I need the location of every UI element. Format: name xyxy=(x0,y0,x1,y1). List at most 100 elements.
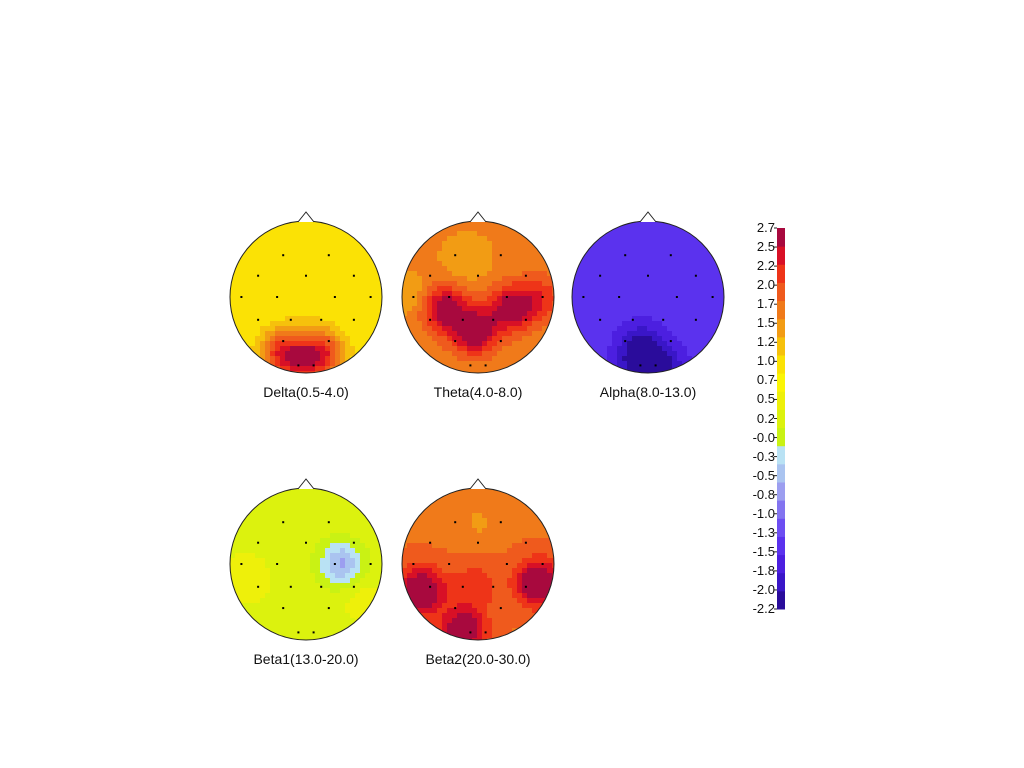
colorbar-tick-label: -1.8 xyxy=(752,562,775,578)
electrode-dot xyxy=(524,585,527,588)
colorbar-tick-label: 2.2 xyxy=(756,258,775,274)
colorbar-tick-label: -2.0 xyxy=(752,581,775,597)
nose-marker xyxy=(639,211,657,223)
electrode-dot xyxy=(240,296,243,298)
electrode-dot xyxy=(282,254,285,257)
topomap-3 xyxy=(229,478,383,641)
colorbar-segment xyxy=(777,282,785,302)
electrode-dot xyxy=(484,631,487,634)
electrode-dot xyxy=(429,318,432,321)
electrode-dot xyxy=(639,364,642,367)
electrode-dot xyxy=(257,274,260,277)
nose-marker xyxy=(297,211,315,223)
colorbar-segment xyxy=(777,518,785,537)
nose-marker xyxy=(469,211,487,223)
colorbar-tick-label: 1.0 xyxy=(756,353,775,369)
electrode-dot xyxy=(429,274,432,277)
electrode-dot xyxy=(647,274,649,277)
electrode-dot xyxy=(282,607,285,610)
electrode-dot xyxy=(477,541,479,544)
topomap-2 xyxy=(571,211,725,374)
colorbar-tick-label: 0.7 xyxy=(756,372,775,388)
electrode-dot xyxy=(669,340,672,343)
colorbar-tick-label: 2.7 xyxy=(756,220,775,235)
electrode-dot xyxy=(631,318,634,321)
electrode-dot xyxy=(499,254,502,257)
electrode-dot xyxy=(477,274,479,277)
electrode-dot xyxy=(499,521,502,524)
electrode-dot xyxy=(352,318,355,321)
band-label: Beta1(13.0-20.0) xyxy=(253,651,359,667)
colorbar-tick-label: -2.2 xyxy=(752,601,775,616)
electrode-dot xyxy=(499,340,502,343)
colorbar-segment xyxy=(777,590,785,610)
electrode-dot xyxy=(352,274,355,277)
electrode-dot xyxy=(654,364,657,367)
colorbar-segment xyxy=(777,500,785,519)
colorbar-segment xyxy=(777,318,785,338)
electrode-dot xyxy=(352,585,355,588)
colorbar-tick-label: -0.5 xyxy=(752,467,775,483)
electrode-dot xyxy=(711,296,714,298)
colorbar-segment xyxy=(777,572,785,592)
electrode-dot xyxy=(454,607,457,610)
colorbar-tick-label: 0.2 xyxy=(756,410,775,426)
colorbar-segment xyxy=(777,427,785,447)
electrode-dot xyxy=(305,274,307,277)
topomap-cells xyxy=(230,221,382,373)
electrode-dot xyxy=(524,318,527,321)
colorbar-tick-label: 2.0 xyxy=(756,277,775,293)
electrode-dot xyxy=(289,585,292,588)
electrode-dot xyxy=(312,364,315,367)
colorbar-tick-label: 1.7 xyxy=(756,296,775,312)
topomap-cells xyxy=(230,488,382,640)
electrode-dot xyxy=(675,296,678,298)
band-label: Delta(0.5-4.0) xyxy=(263,384,349,400)
colorbar-tick-label: -1.0 xyxy=(752,505,775,521)
electrode-dot xyxy=(618,296,621,298)
colorbar-tick-label: 1.2 xyxy=(756,334,775,350)
electrode-dot xyxy=(624,340,627,343)
colorbar-tick-label: -1.5 xyxy=(752,543,775,559)
electrode-dot xyxy=(454,254,457,257)
topomap-cells xyxy=(572,221,724,373)
electrode-dot xyxy=(369,563,372,565)
electrode-dot xyxy=(582,296,585,298)
electrode-dot xyxy=(297,364,300,367)
colorbar-tick-label: -0.8 xyxy=(752,486,775,502)
electrode-dot xyxy=(492,318,495,321)
electrode-dot xyxy=(327,340,330,343)
electrode-dot xyxy=(429,585,432,588)
electrode-dot xyxy=(454,521,457,524)
colorbar-segment xyxy=(777,463,785,483)
colorbar-segment xyxy=(777,409,785,429)
electrode-dot xyxy=(694,318,697,321)
electrode-dot xyxy=(461,318,464,321)
electrode-dot xyxy=(305,541,307,544)
electrode-dot xyxy=(276,563,279,565)
electrode-dot xyxy=(461,585,464,588)
electrode-dot xyxy=(624,254,627,257)
electrode-dot xyxy=(282,340,285,343)
electrode-dot xyxy=(320,318,323,321)
electrode-dot xyxy=(492,585,495,588)
electrode-dot xyxy=(469,631,472,634)
electrode-dot xyxy=(412,296,415,298)
electrode-dot xyxy=(541,296,544,298)
electrode-dot xyxy=(327,254,330,257)
electrode-dot xyxy=(312,631,315,634)
colorbar-segment xyxy=(777,264,785,283)
colorbar-segment xyxy=(777,246,785,265)
topomap-4 xyxy=(401,478,555,641)
topomap-cells xyxy=(402,221,554,373)
colorbar-segment xyxy=(777,482,785,501)
electrode-dot xyxy=(333,563,336,565)
electrode-dot xyxy=(282,521,285,524)
colorbar-segment xyxy=(777,536,785,556)
nose-marker xyxy=(297,478,315,490)
electrode-dot xyxy=(662,318,665,321)
band-label: Alpha(8.0-13.0) xyxy=(599,384,697,400)
electrode-dot xyxy=(669,254,672,257)
topomap-cells xyxy=(402,488,554,640)
